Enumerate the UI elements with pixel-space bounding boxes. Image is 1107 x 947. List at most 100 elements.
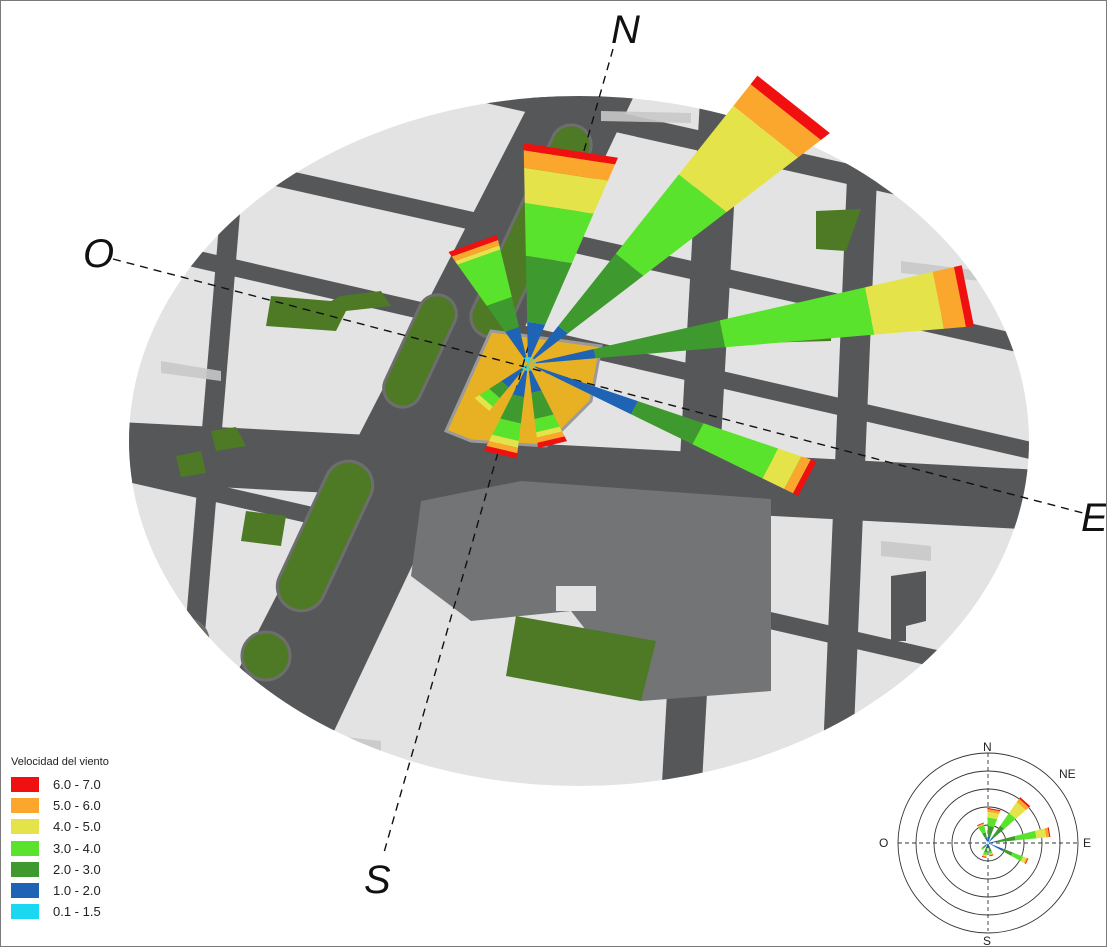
legend-label: 2.0 - 3.0 xyxy=(53,861,101,877)
rose-petal-band xyxy=(987,807,1001,812)
legend-title: Velocidad del viento xyxy=(11,756,109,768)
rose-petal-band xyxy=(1000,812,1016,829)
rose-petal-band xyxy=(981,856,987,859)
legend-swatch xyxy=(11,904,39,920)
rose-petal-band xyxy=(524,202,594,263)
legend-item: 2.0 - 3.0 xyxy=(11,859,211,880)
rose-petal-band xyxy=(989,853,994,856)
legend-swatch xyxy=(11,819,39,835)
rose-petal-band xyxy=(989,852,993,855)
compass-south: S xyxy=(364,858,391,902)
rose-petal-band xyxy=(992,825,1005,839)
compass-west: O xyxy=(83,232,114,276)
rose-petal-band xyxy=(784,456,811,494)
rose-petal-band xyxy=(762,448,802,490)
rose-petal-band xyxy=(489,381,509,399)
rose-petal-band xyxy=(1044,827,1050,838)
rose-petal-band xyxy=(984,847,988,853)
rose-petal-band xyxy=(1047,827,1051,838)
rose-petal-band xyxy=(524,167,608,214)
rose-petal-band xyxy=(984,837,988,843)
rose-petal-band xyxy=(521,364,528,370)
compass-east: E xyxy=(1081,496,1106,540)
legend: Velocidad del viento 6.0 - 7.0 5.0 - 6.0 4… xyxy=(11,756,211,922)
rose-petal-band xyxy=(501,368,524,388)
rose-petal-band xyxy=(793,459,817,496)
legend-label: 4.0 - 5.0 xyxy=(53,819,101,835)
mini-northeast: NE xyxy=(1059,767,1076,781)
legend-item: 0.1 - 1.5 xyxy=(11,901,211,922)
rose-petal-band xyxy=(988,843,990,844)
rose-petal-band xyxy=(989,840,998,843)
rose-petal-band xyxy=(454,245,501,265)
rose-petal-band xyxy=(523,150,616,181)
rose-petal-band xyxy=(505,326,527,359)
rose-petal-band xyxy=(987,825,995,837)
rose-petal-band xyxy=(997,836,1016,843)
rose-petal-band xyxy=(631,401,704,445)
rose-petal-band xyxy=(750,75,830,140)
rose-petal-band xyxy=(534,366,639,415)
rose-petal-band xyxy=(488,434,519,449)
rose-petal-band xyxy=(528,370,542,393)
rose-petal-band xyxy=(976,822,984,826)
rose-petal-band xyxy=(977,824,985,828)
compass-north: N xyxy=(611,8,640,52)
rose-petal-band xyxy=(1035,828,1047,839)
rose-petal-band xyxy=(457,249,512,306)
rose-petal-band xyxy=(932,267,966,329)
rose-petal-band xyxy=(980,847,984,851)
rose-petal-band xyxy=(987,836,991,842)
rose-petal-band xyxy=(615,174,727,276)
rose-petal-band xyxy=(1011,852,1024,862)
rose-petal-band xyxy=(733,84,821,158)
rose-petal-band xyxy=(982,855,987,858)
legend-label: 3.0 - 4.0 xyxy=(53,840,101,856)
rose-petal-band xyxy=(985,844,988,849)
rose-petal-band xyxy=(500,394,525,424)
legend-item: 4.0 - 5.0 xyxy=(11,816,211,837)
rose-petal-band xyxy=(536,431,565,443)
rose-petal-band xyxy=(987,841,988,843)
rose-petal-band xyxy=(1020,856,1027,863)
legend-label: 6.0 - 7.0 xyxy=(53,777,101,793)
rose-petal-band xyxy=(982,845,986,849)
legend-item: 3.0 - 4.0 xyxy=(11,838,211,859)
rose-petal-band xyxy=(864,271,945,335)
mini-south: S xyxy=(983,934,991,946)
rose-petal-band xyxy=(535,349,596,364)
rose-petal-band xyxy=(1025,858,1029,864)
rose-petal-band xyxy=(982,832,987,838)
rose-petal-band xyxy=(528,364,536,368)
legend-swatch xyxy=(11,883,39,899)
rose-petal-band xyxy=(977,823,984,827)
rose-petal-band xyxy=(531,390,554,420)
rose-petal-band xyxy=(692,423,779,479)
rose-petal-band xyxy=(528,358,535,364)
rose-petal-band xyxy=(981,846,985,850)
rose-petal-band xyxy=(524,364,528,372)
legend-swatch xyxy=(11,798,39,814)
rose-petal-band xyxy=(1014,830,1037,841)
rose-petal-band xyxy=(528,364,532,372)
rose-petal-band xyxy=(988,847,992,852)
cross-avenue xyxy=(129,421,1029,531)
rose-petal-band xyxy=(982,851,988,856)
rose-petal-band xyxy=(719,287,875,348)
rose-petal-band xyxy=(484,445,518,459)
rose-petal-band xyxy=(988,843,1004,852)
rose-petal-band xyxy=(1009,801,1026,819)
rose-petal-band xyxy=(984,843,988,847)
rose-petal-band xyxy=(479,388,500,407)
rose-petal-band xyxy=(978,824,986,834)
rose-petal-band xyxy=(988,851,993,854)
rose-petal-band xyxy=(474,395,493,411)
rose-petal-band xyxy=(492,418,521,442)
city-map xyxy=(129,96,1029,786)
rose-petal-band xyxy=(527,356,531,364)
rose-petal-band xyxy=(987,843,988,844)
mini-east: E xyxy=(1083,836,1091,850)
legend-item: 5.0 - 6.0 xyxy=(11,795,211,816)
